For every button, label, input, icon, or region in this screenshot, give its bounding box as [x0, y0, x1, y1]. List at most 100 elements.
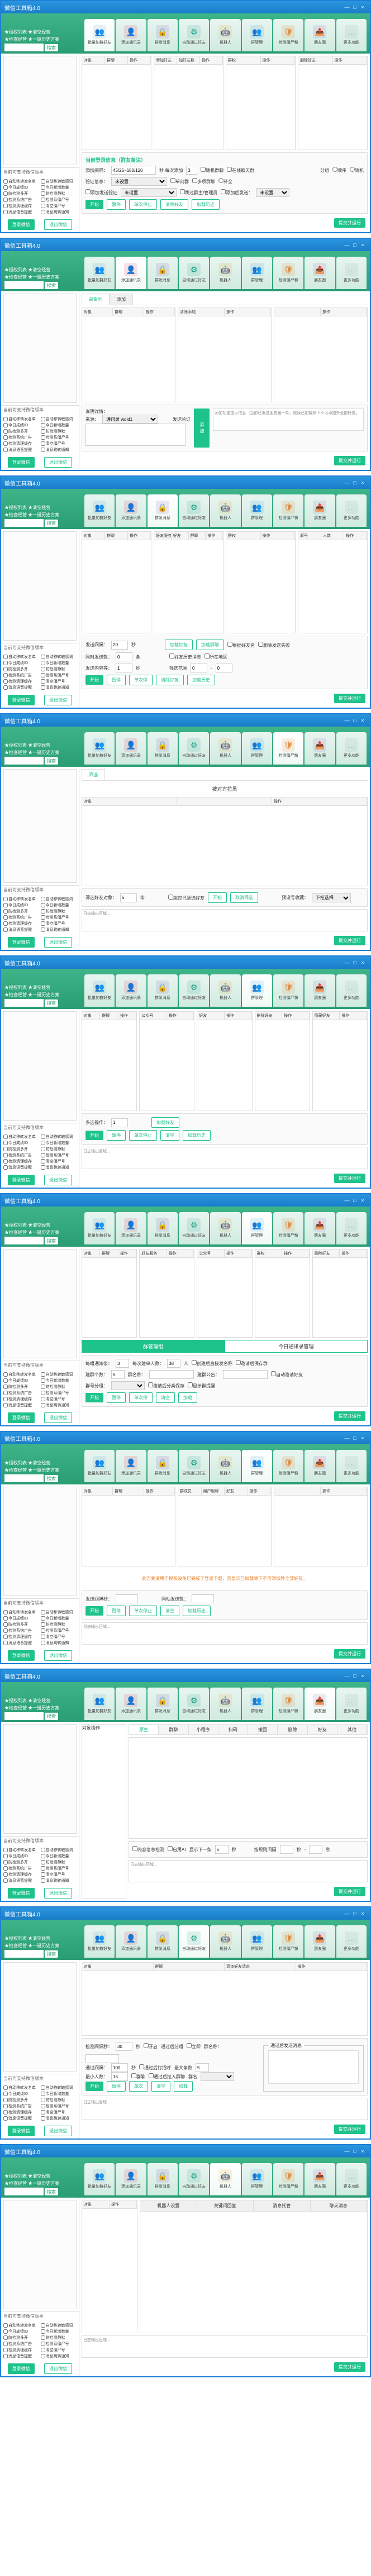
action-加载历史[interactable]: 加载历史: [192, 199, 220, 210]
side-check[interactable]: 清空僵尸号: [41, 2347, 77, 2353]
action-加载历史[interactable]: 加载历史: [187, 675, 215, 685]
side-check[interactable]: 今日新增数量: [41, 1616, 77, 1621]
side-check[interactable]: 检测清理缓存: [3, 1396, 40, 1402]
side-check[interactable]: 检测系统广告: [3, 197, 40, 203]
side-check[interactable]: 防检测多开: [3, 191, 40, 196]
tab-6[interactable]: 🛡检测僵尸粉: [273, 1925, 303, 1958]
side-check[interactable]: 自动移转发名单: [3, 2323, 40, 2328]
side-check[interactable]: 消息语音提醒: [3, 209, 40, 215]
tab-1[interactable]: 👤添加通讯录: [116, 1925, 146, 1958]
side-check[interactable]: 清空僵尸号: [41, 1396, 77, 1402]
side-check[interactable]: 清空僵尸号: [41, 203, 77, 209]
action-单次停[interactable]: 单次停: [129, 675, 153, 685]
side-check[interactable]: 自动移转发名单: [3, 1134, 40, 1140]
action-开始[interactable]: 开始: [85, 1393, 103, 1402]
tab-1[interactable]: 👤添加通讯录: [116, 494, 146, 527]
tab-4[interactable]: 🤖机器人: [210, 1450, 240, 1482]
side-check[interactable]: 自动移转发名单: [3, 1372, 40, 1377]
side-check[interactable]: 消息跳转通知: [41, 1165, 77, 1170]
side-check[interactable]: 今日新增数量: [41, 422, 77, 428]
tab-0[interactable]: 👥批量加群好友: [84, 974, 115, 1007]
side-check[interactable]: 今日成绩ID: [3, 1616, 40, 1621]
tab-3[interactable]: ⚙自动通过好友: [179, 494, 209, 527]
side-check[interactable]: 检测系统广告: [3, 435, 40, 440]
login-button[interactable]: 登录微信: [8, 1412, 35, 1423]
side-check[interactable]: 检测系僵尸号: [41, 2341, 77, 2347]
login-button[interactable]: 登录微信: [8, 937, 35, 948]
tab-4[interactable]: 🤖机器人: [210, 19, 240, 51]
tab-8[interactable]: …更多功能: [336, 494, 367, 527]
login-button[interactable]: 登录微信: [8, 695, 35, 705]
side-check[interactable]: 防检测静默: [41, 1859, 77, 1865]
logout-button[interactable]: 退出微信: [44, 1650, 72, 1661]
vtab-好友[interactable]: 好友: [308, 1725, 337, 1734]
tab-5[interactable]: 👥群管理: [242, 974, 272, 1007]
side-check[interactable]: 消息跳转通知: [41, 2116, 77, 2121]
logout-button[interactable]: 退出微信: [44, 1888, 72, 1899]
tab-8[interactable]: …更多功能: [336, 2163, 367, 2195]
tab-4[interactable]: 🤖机器人: [210, 2163, 240, 2195]
tab-3[interactable]: ⚙自动通过好友: [179, 974, 209, 1007]
action-暂停[interactable]: 暂停: [107, 2081, 126, 2092]
logout-button[interactable]: 退出微信: [44, 2126, 72, 2136]
logout-button[interactable]: 退出微信: [44, 219, 72, 230]
tab-0[interactable]: 👥批量加群好友: [84, 732, 115, 765]
tab-7[interactable]: 📤朋友圈: [305, 1925, 335, 1958]
tab-5[interactable]: 👥群管理: [242, 257, 272, 289]
tab-4[interactable]: 🤖机器人: [210, 1688, 240, 1720]
side-check[interactable]: 今日成绩ID: [3, 2091, 40, 2097]
side-check[interactable]: 消息语音提醒: [3, 2353, 40, 2359]
side-check[interactable]: 检测系统广告: [3, 2341, 40, 2347]
tab-1[interactable]: 👤添加通讯录: [116, 1212, 146, 1244]
tab-5[interactable]: 👥群管理: [242, 1212, 272, 1244]
side-check[interactable]: 检测清理缓存: [3, 1159, 40, 1164]
side-check[interactable]: 自动移转敏感词: [41, 179, 77, 184]
action-单次[interactable]: 单次: [129, 2081, 148, 2092]
side-check[interactable]: 消息语音提醒: [3, 685, 40, 690]
action-加载[interactable]: 加载: [174, 2081, 193, 2092]
side-check[interactable]: 检测清理缓存: [3, 2109, 40, 2115]
action-清空[interactable]: 清空: [156, 1392, 175, 1403]
side-check[interactable]: 今日新增数量: [41, 2091, 77, 2097]
side-check[interactable]: 防检测静默: [41, 666, 77, 672]
logout-button[interactable]: 退出微信: [44, 695, 72, 705]
side-check[interactable]: 检测清理缓存: [3, 679, 40, 684]
action-开始[interactable]: 开始: [85, 1606, 103, 1616]
side-check[interactable]: 消息语音提醒: [3, 447, 40, 453]
side-check[interactable]: 检测系僵尸号: [41, 915, 77, 920]
login-button[interactable]: 登录微信: [8, 1175, 35, 1185]
side-check[interactable]: 防检测静默: [41, 1384, 77, 1390]
tab-5[interactable]: 👥群管理: [242, 2163, 272, 2195]
tab-7[interactable]: 📤朋友圈: [305, 1212, 335, 1244]
tab-4[interactable]: 🤖机器人: [210, 1925, 240, 1958]
tab-6[interactable]: 🛡检测僵尸粉: [273, 732, 303, 765]
tab-3[interactable]: ⚙自动通过好友: [179, 19, 209, 51]
tab-0[interactable]: 👥批量加群好友: [84, 19, 115, 51]
side-check[interactable]: 自动移转敏感词: [41, 1609, 77, 1615]
tab-2[interactable]: 🔒群发消息: [148, 732, 178, 765]
action-单次停[interactable]: 单次停: [129, 1392, 153, 1403]
side-check[interactable]: 自动移转敏感词: [41, 416, 77, 422]
tab-6[interactable]: 🛡检测僵尸粉: [273, 1688, 303, 1720]
interval-input[interactable]: [111, 166, 156, 175]
side-check[interactable]: 自动移转发名单: [3, 2085, 40, 2090]
tab-7[interactable]: 📤朋友圈: [305, 732, 335, 765]
side-check[interactable]: 检测系僵尸号: [41, 435, 77, 440]
side-check[interactable]: 今日成绩ID: [3, 1140, 40, 1146]
side-check[interactable]: 今日成绩ID: [3, 902, 40, 908]
side-check[interactable]: 检测清理缓存: [3, 1634, 40, 1640]
side-check[interactable]: 今日成绩ID: [3, 2329, 40, 2334]
side-check[interactable]: 自动移转敏感词: [41, 896, 77, 902]
side-check[interactable]: 今日新增数量: [41, 185, 77, 190]
side-check[interactable]: 消息语音提醒: [3, 927, 40, 933]
side-check[interactable]: 清空僵尸号: [41, 921, 77, 926]
tab-4[interactable]: 🤖机器人: [210, 1212, 240, 1244]
tab-3[interactable]: ⚙自动通过好友: [179, 257, 209, 289]
close-icon[interactable]: ×: [359, 4, 367, 10]
side-check[interactable]: 今日新增数量: [41, 902, 77, 908]
logout-button[interactable]: 退出微信: [44, 937, 72, 948]
side-check[interactable]: 防检测多开: [3, 1384, 40, 1390]
tab-5[interactable]: 👥群管理: [242, 732, 272, 765]
logout-button[interactable]: 退出微信: [44, 2363, 72, 2374]
action-清空[interactable]: 清空: [160, 1606, 179, 1616]
